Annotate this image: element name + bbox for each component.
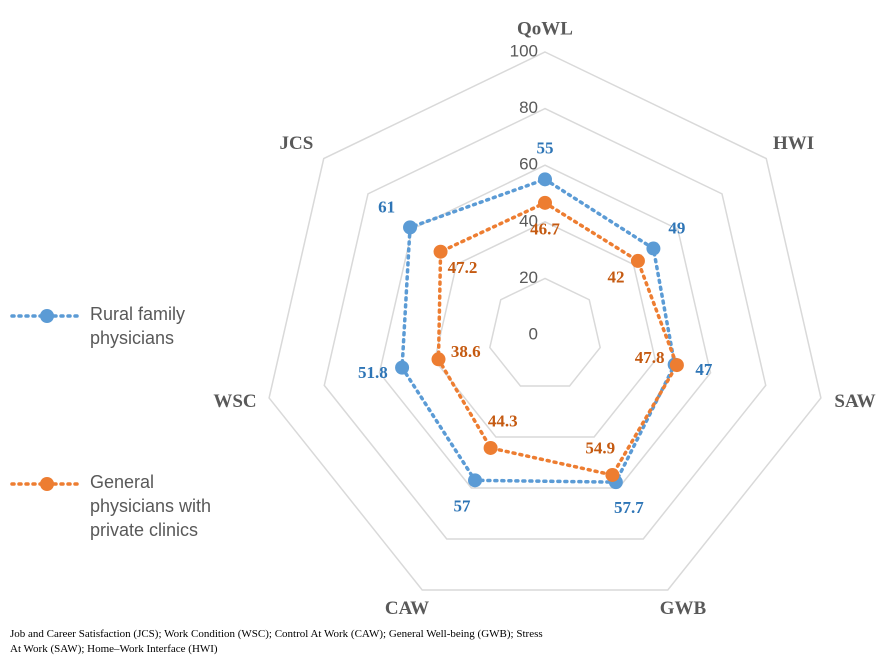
tick-label: 80: [519, 98, 538, 117]
data-point: [538, 172, 552, 187]
tick-label: 40: [519, 211, 538, 230]
data-label: 55: [537, 138, 554, 157]
data-label: 38.6: [451, 342, 481, 361]
data-label: 54.9: [585, 439, 615, 458]
data-label: 44.3: [488, 412, 518, 431]
series-line: [436, 200, 679, 477]
category-label: SAW: [834, 391, 875, 412]
data-label: 57.7: [614, 498, 644, 517]
data-point: [468, 473, 483, 488]
data-label: 42: [608, 267, 625, 286]
data-label: 47: [695, 360, 713, 379]
data-label: 46.7: [530, 220, 560, 239]
legend-label: General physicians with private clinics: [90, 472, 212, 540]
grid-ring: [489, 277, 601, 387]
data-label: 47.8: [635, 348, 665, 367]
grid-ring: [378, 164, 712, 489]
category-label: CAW: [385, 598, 429, 619]
footnote: Job and Career Satisfaction (JCS); Work …: [10, 628, 543, 655]
grid-ring: [323, 107, 767, 540]
data-point: [431, 352, 446, 367]
legend-label: Rural family physicians: [90, 304, 186, 348]
data-label: 47.2: [448, 258, 478, 277]
data-point: [403, 220, 418, 235]
category-label: HWI: [773, 133, 814, 154]
data-point: [395, 360, 410, 375]
data-label: 57: [453, 496, 471, 515]
category-label: GWB: [660, 598, 707, 619]
tick-label: 0: [529, 324, 538, 343]
data-point: [538, 195, 552, 210]
data-label: 61: [378, 198, 395, 217]
legend-marker: [40, 477, 54, 491]
data-label: 51.8: [358, 363, 388, 382]
legend-marker: [40, 309, 54, 323]
data-label: 49: [668, 219, 685, 238]
series-line: [400, 177, 677, 484]
tick-label: 100: [510, 41, 538, 60]
grid-ring: [433, 220, 657, 438]
data-point: [646, 241, 661, 256]
data-point: [605, 467, 620, 482]
data-point: [483, 440, 498, 455]
grid-ring: [268, 51, 822, 591]
data-point: [433, 244, 448, 259]
category-label: WSC: [213, 391, 256, 412]
tick-label: 20: [519, 268, 538, 287]
tick-label: 60: [519, 155, 538, 174]
category-label: QoWL: [517, 18, 573, 39]
data-point: [669, 358, 684, 373]
data-point: [630, 253, 645, 268]
category-label: JCS: [279, 133, 313, 154]
